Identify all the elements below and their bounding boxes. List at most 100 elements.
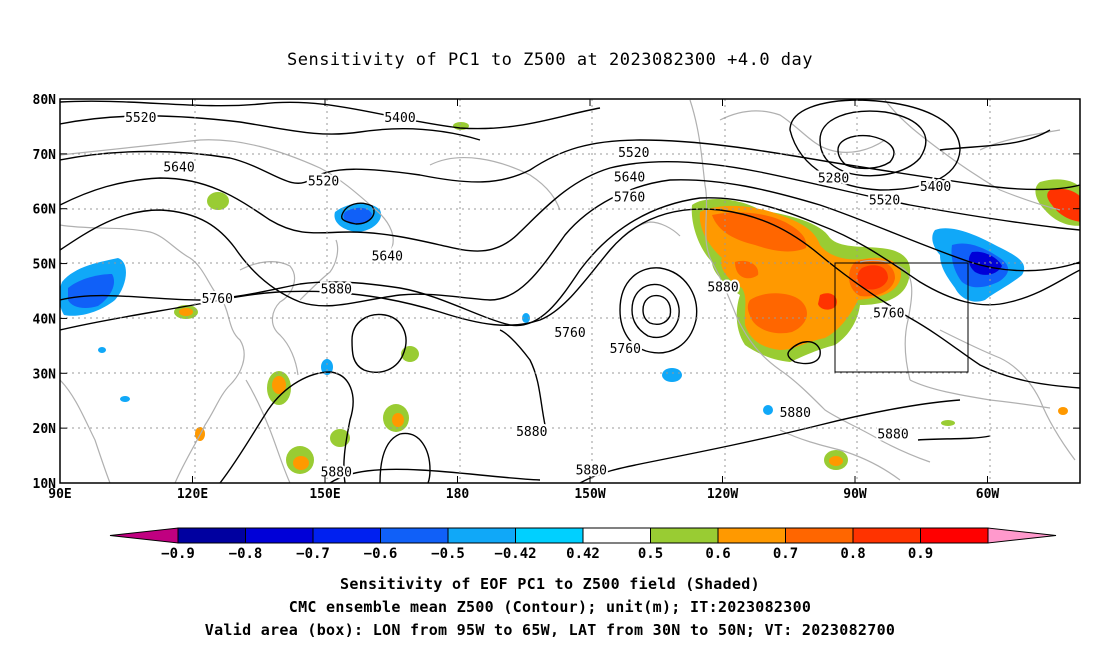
caption-shaded: Sensitivity of EOF PC1 to Z500 field (Sh… [340, 575, 760, 593]
colorbar: −0.9 −0.8 −0.7 −0.6 −0.5 −0.42 0.42 0.5 0.6 0.7 0.… [109, 527, 1057, 562]
positive-sensitivity-region [401, 346, 419, 362]
latitude-label: 70N [33, 148, 57, 163]
axis-ticks [59, 98, 1080, 484]
negative-sensitivity-region [522, 313, 530, 323]
chart-title: Sensitivity of PC1 to Z500 at 2023082300… [286, 50, 813, 70]
colorbar-label: 0.6 [705, 546, 730, 562]
positive-sensitivity-region [207, 192, 229, 210]
colorbar-label: −0.6 [364, 546, 398, 562]
latitude-label: 80N [33, 93, 57, 108]
caption-contour: CMC ensemble mean Z500 (Contour); unit(m… [288, 598, 812, 616]
contour-label: 5760 [202, 292, 233, 307]
colorbar-label: −0.7 [296, 546, 330, 562]
contour-label: 5880 [516, 425, 547, 440]
longitude-label: 150E [309, 487, 340, 502]
colorbar-segment [245, 527, 314, 544]
contour-label: 5880 [576, 463, 607, 478]
positive-sensitivity-region [179, 308, 193, 316]
contour-label: 5520 [869, 193, 900, 208]
contour-label: 5880 [877, 428, 908, 443]
contour-label: 5880 [780, 406, 811, 421]
positive-sensitivity-region [712, 212, 895, 334]
colorbar-label: −0.9 [161, 546, 195, 562]
positive-sensitivity-region [293, 456, 309, 470]
contour-label: 5640 [614, 170, 645, 185]
contour-label: 5760 [873, 306, 904, 321]
shading-layer [60, 122, 1080, 474]
colorbar-label: 0.8 [840, 546, 865, 562]
colorbar-label: −0.8 [229, 546, 263, 562]
longitude-label: 60W [976, 487, 1000, 502]
sensitivity-map: 5520 5400 5640 5520 5520 5640 5760 5280 5400 5520… [33, 93, 1081, 502]
contour-label: 5880 [321, 282, 352, 297]
contour-label: 5640 [372, 249, 403, 264]
positive-sensitivity-region [392, 413, 404, 427]
longitude-label: 120W [707, 487, 738, 502]
latitude-label: 40N [33, 312, 57, 327]
latitude-label: 10N [33, 477, 57, 492]
contour-label: 5880 [707, 281, 738, 296]
longitude-label: 90E [48, 487, 71, 502]
gridlines [60, 99, 1080, 483]
contour-label: 5880 [321, 466, 352, 481]
longitude-label: 150W [574, 487, 605, 502]
positive-sensitivity-region [829, 456, 843, 466]
colorbar-label: −0.42 [494, 546, 536, 562]
colorbar-segment [380, 527, 449, 544]
positive-sensitivity-region [1047, 188, 1080, 222]
colorbar-segment [920, 527, 989, 544]
contour-label: 5400 [384, 111, 415, 126]
colorbar-segment [650, 527, 719, 544]
longitude-label: 120E [177, 487, 208, 502]
colorbar-segment [852, 527, 921, 544]
colorbar-label: −0.5 [431, 546, 465, 562]
latitude-label: 50N [33, 258, 57, 273]
colorbar-segment [312, 527, 381, 544]
contour-label: 5760 [610, 342, 641, 357]
negative-sensitivity-region [68, 274, 115, 308]
colorbar-label: 0.9 [908, 546, 933, 562]
latitude-label: 20N [33, 422, 57, 437]
colorbar-segment [785, 527, 854, 544]
contour-label: 5520 [618, 146, 649, 161]
contour-label: 5520 [308, 174, 339, 189]
colorbar-segment [447, 527, 516, 544]
z500-contours [60, 99, 1080, 483]
colorbar-label: 0.7 [773, 546, 798, 562]
caption-valid-area: Valid area (box): LON from 95W to 65W, L… [204, 621, 896, 639]
valid-area-box [834, 262, 969, 373]
positive-sensitivity-region [330, 429, 350, 447]
positive-sensitivity-region [272, 376, 286, 394]
contour-label: 5760 [614, 191, 645, 206]
longitude-label: 90W [843, 487, 867, 502]
contour-labels: 5520 5400 5640 5520 5520 5640 5760 5280 5400 5520… [123, 109, 953, 482]
negative-sensitivity-region [343, 207, 372, 225]
colorbar-label: 0.5 [638, 546, 663, 562]
coastlines [60, 99, 1076, 483]
negative-sensitivity-region [321, 359, 333, 375]
negative-sensitivity-region [662, 368, 682, 382]
colorbar-low-extension [109, 527, 179, 544]
map-frame [59, 98, 1081, 484]
contour-label: 5760 [554, 326, 585, 341]
negative-sensitivity-region [98, 347, 106, 353]
contour-label: 5280 [818, 172, 849, 187]
colorbar-label: 0.42 [566, 546, 600, 562]
contour-label: 5520 [125, 111, 156, 126]
positive-sensitivity-region [941, 420, 955, 426]
positive-sensitivity-region [1058, 407, 1068, 415]
latitude-label: 30N [33, 367, 57, 382]
latitude-label: 60N [33, 203, 57, 218]
colorbar-segment [582, 527, 651, 544]
colorbar-segment [515, 527, 584, 544]
colorbar-segment [717, 527, 786, 544]
negative-sensitivity-region [763, 405, 773, 415]
latitude-labels: 80N 70N 60N 50N 40N 30N 20N 10N [33, 93, 57, 492]
longitude-label: 180 [446, 487, 470, 502]
contour-label: 5640 [163, 161, 194, 176]
colorbar-high-extension [987, 527, 1057, 544]
contour-label: 5400 [920, 180, 951, 195]
longitude-labels: 90E 120E 150E 180 150W 120W 90W 60W [48, 487, 999, 502]
colorbar-segment [177, 527, 246, 544]
negative-sensitivity-region [120, 396, 130, 402]
